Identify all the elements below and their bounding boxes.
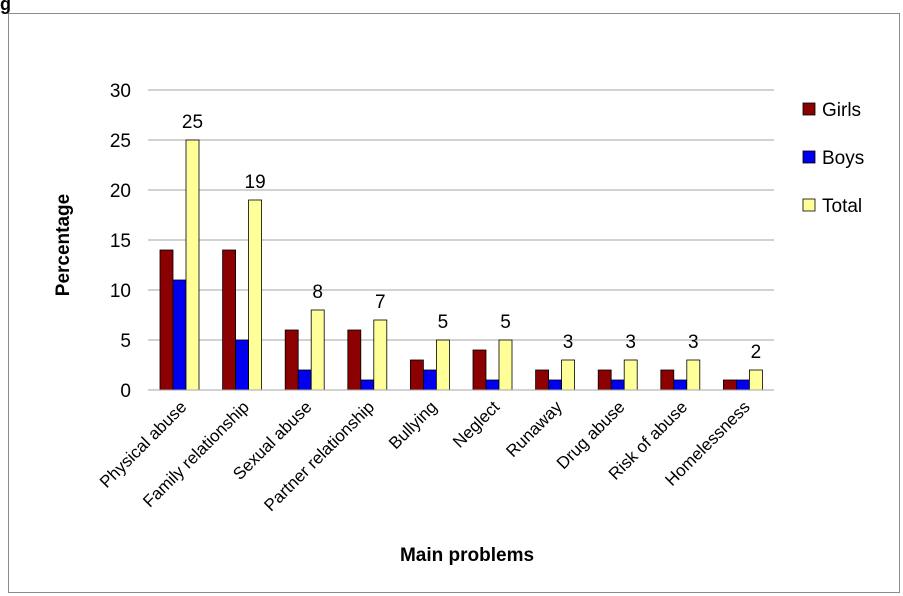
bar-total [248, 199, 263, 391]
legend-label: Total [822, 196, 862, 217]
data-label: 25 [182, 112, 203, 133]
bar-boys [235, 339, 250, 391]
bar-boys [172, 279, 187, 391]
bars [159, 139, 763, 391]
y-axis-title: Percentage [53, 194, 74, 296]
y-tick-label: 0 [120, 381, 131, 402]
bar-boys [422, 369, 437, 391]
y-tick-label: 10 [110, 281, 131, 302]
x-category-label: Bullying [385, 397, 441, 453]
data-label: 5 [438, 312, 449, 333]
bar-girls [159, 249, 174, 391]
data-label: 19 [245, 172, 266, 193]
data-labels: 25 19 8 7 5 5 3 3 3 2 [182, 112, 761, 363]
bar-total [623, 359, 638, 391]
bar-total [498, 339, 513, 391]
bar-girls [472, 349, 487, 391]
data-label: 2 [751, 342, 762, 363]
bar-girls [597, 369, 612, 391]
y-tick-label: 5 [120, 331, 131, 352]
x-category-label: Runaway [502, 397, 566, 461]
bar-girls [660, 369, 675, 391]
legend-swatch-boys [802, 150, 816, 164]
x-category-label: Partner relationship [260, 397, 378, 515]
gridlines [148, 89, 774, 341]
bar-girls [723, 379, 737, 391]
data-label: 3 [625, 332, 636, 353]
data-label: 7 [375, 292, 386, 313]
bar-girls [409, 359, 424, 391]
data-label: 5 [500, 312, 511, 333]
bar-boys [485, 379, 500, 391]
bar-boys [548, 379, 562, 391]
x-axis-title: Main problems [400, 545, 534, 566]
bar-girls [535, 369, 549, 391]
bar-boys [360, 379, 375, 391]
bar-boys [610, 379, 625, 391]
bar-total [435, 339, 450, 391]
bar-total [373, 319, 388, 391]
bar-total [749, 369, 763, 391]
data-label: 8 [312, 282, 323, 303]
figure-heading: g [0, 0, 11, 14]
x-category-label: Neglect [449, 397, 503, 451]
y-tick-label: 15 [110, 231, 131, 252]
data-label: 3 [563, 332, 574, 353]
legend-label: Boys [822, 148, 864, 169]
chart-frame [8, 13, 900, 593]
bar-total [310, 309, 325, 391]
legend-swatch-total [802, 198, 816, 212]
bar-girls [347, 329, 362, 391]
legend-swatch-girls [802, 102, 816, 116]
bar-girls [284, 329, 299, 391]
legend-label: Girls [822, 100, 861, 121]
bar-girls [222, 249, 237, 391]
legend: Girls Boys Total [802, 100, 864, 217]
y-tick-label: 30 [110, 81, 131, 102]
bar-total [686, 359, 701, 391]
bar-boys [736, 379, 750, 391]
data-label: 3 [688, 332, 699, 353]
bar-total [185, 139, 200, 391]
bar-boys [297, 369, 312, 391]
bar-boys [673, 379, 688, 391]
x-category-label: Family relationship [139, 397, 253, 511]
y-tick-label: 20 [110, 181, 131, 202]
bar-total [561, 359, 575, 391]
y-tick-labels: 0 5 10 15 20 25 30 [110, 81, 131, 402]
y-tick-label: 25 [110, 131, 131, 152]
